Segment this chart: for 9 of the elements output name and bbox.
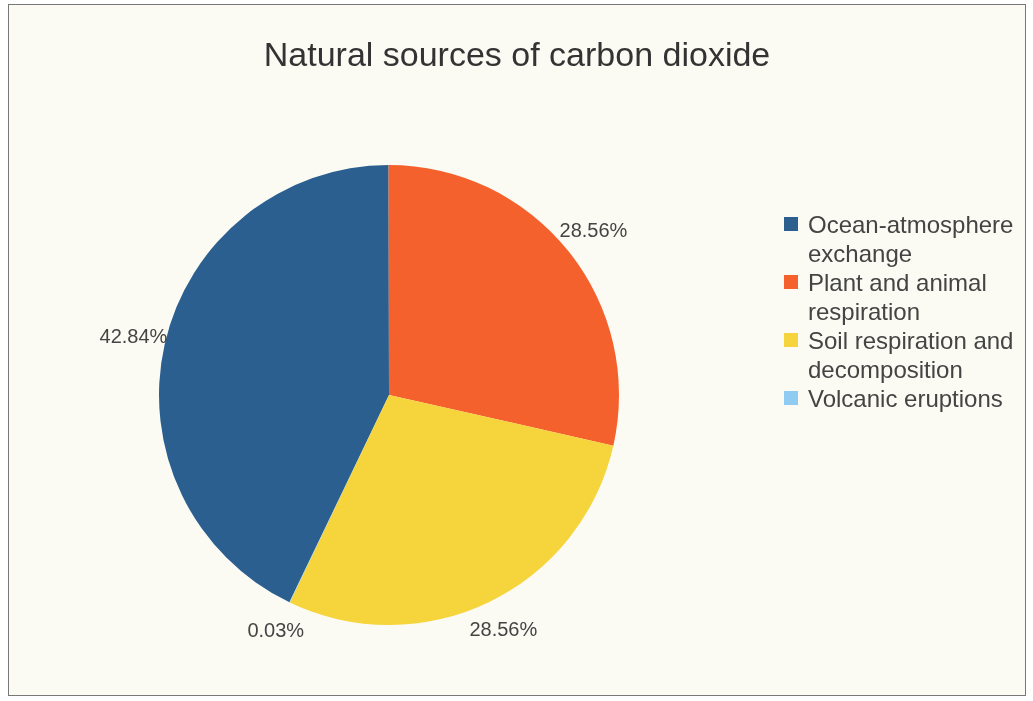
legend-label: Volcanic eruptions (808, 384, 1003, 413)
chart-title: Natural sources of carbon dioxide (262, 35, 772, 74)
legend-label: Ocean-atmosphere exchange (808, 210, 1015, 268)
data-label: 0.03% (247, 618, 305, 641)
data-label: 42.84% (99, 324, 168, 347)
legend-label: Plant and animal respiration (808, 268, 988, 326)
legend-label: Soil respiration and decomposition (808, 326, 1015, 384)
data-label: 28.56% (559, 218, 628, 241)
data-label: 28.56% (469, 618, 538, 641)
